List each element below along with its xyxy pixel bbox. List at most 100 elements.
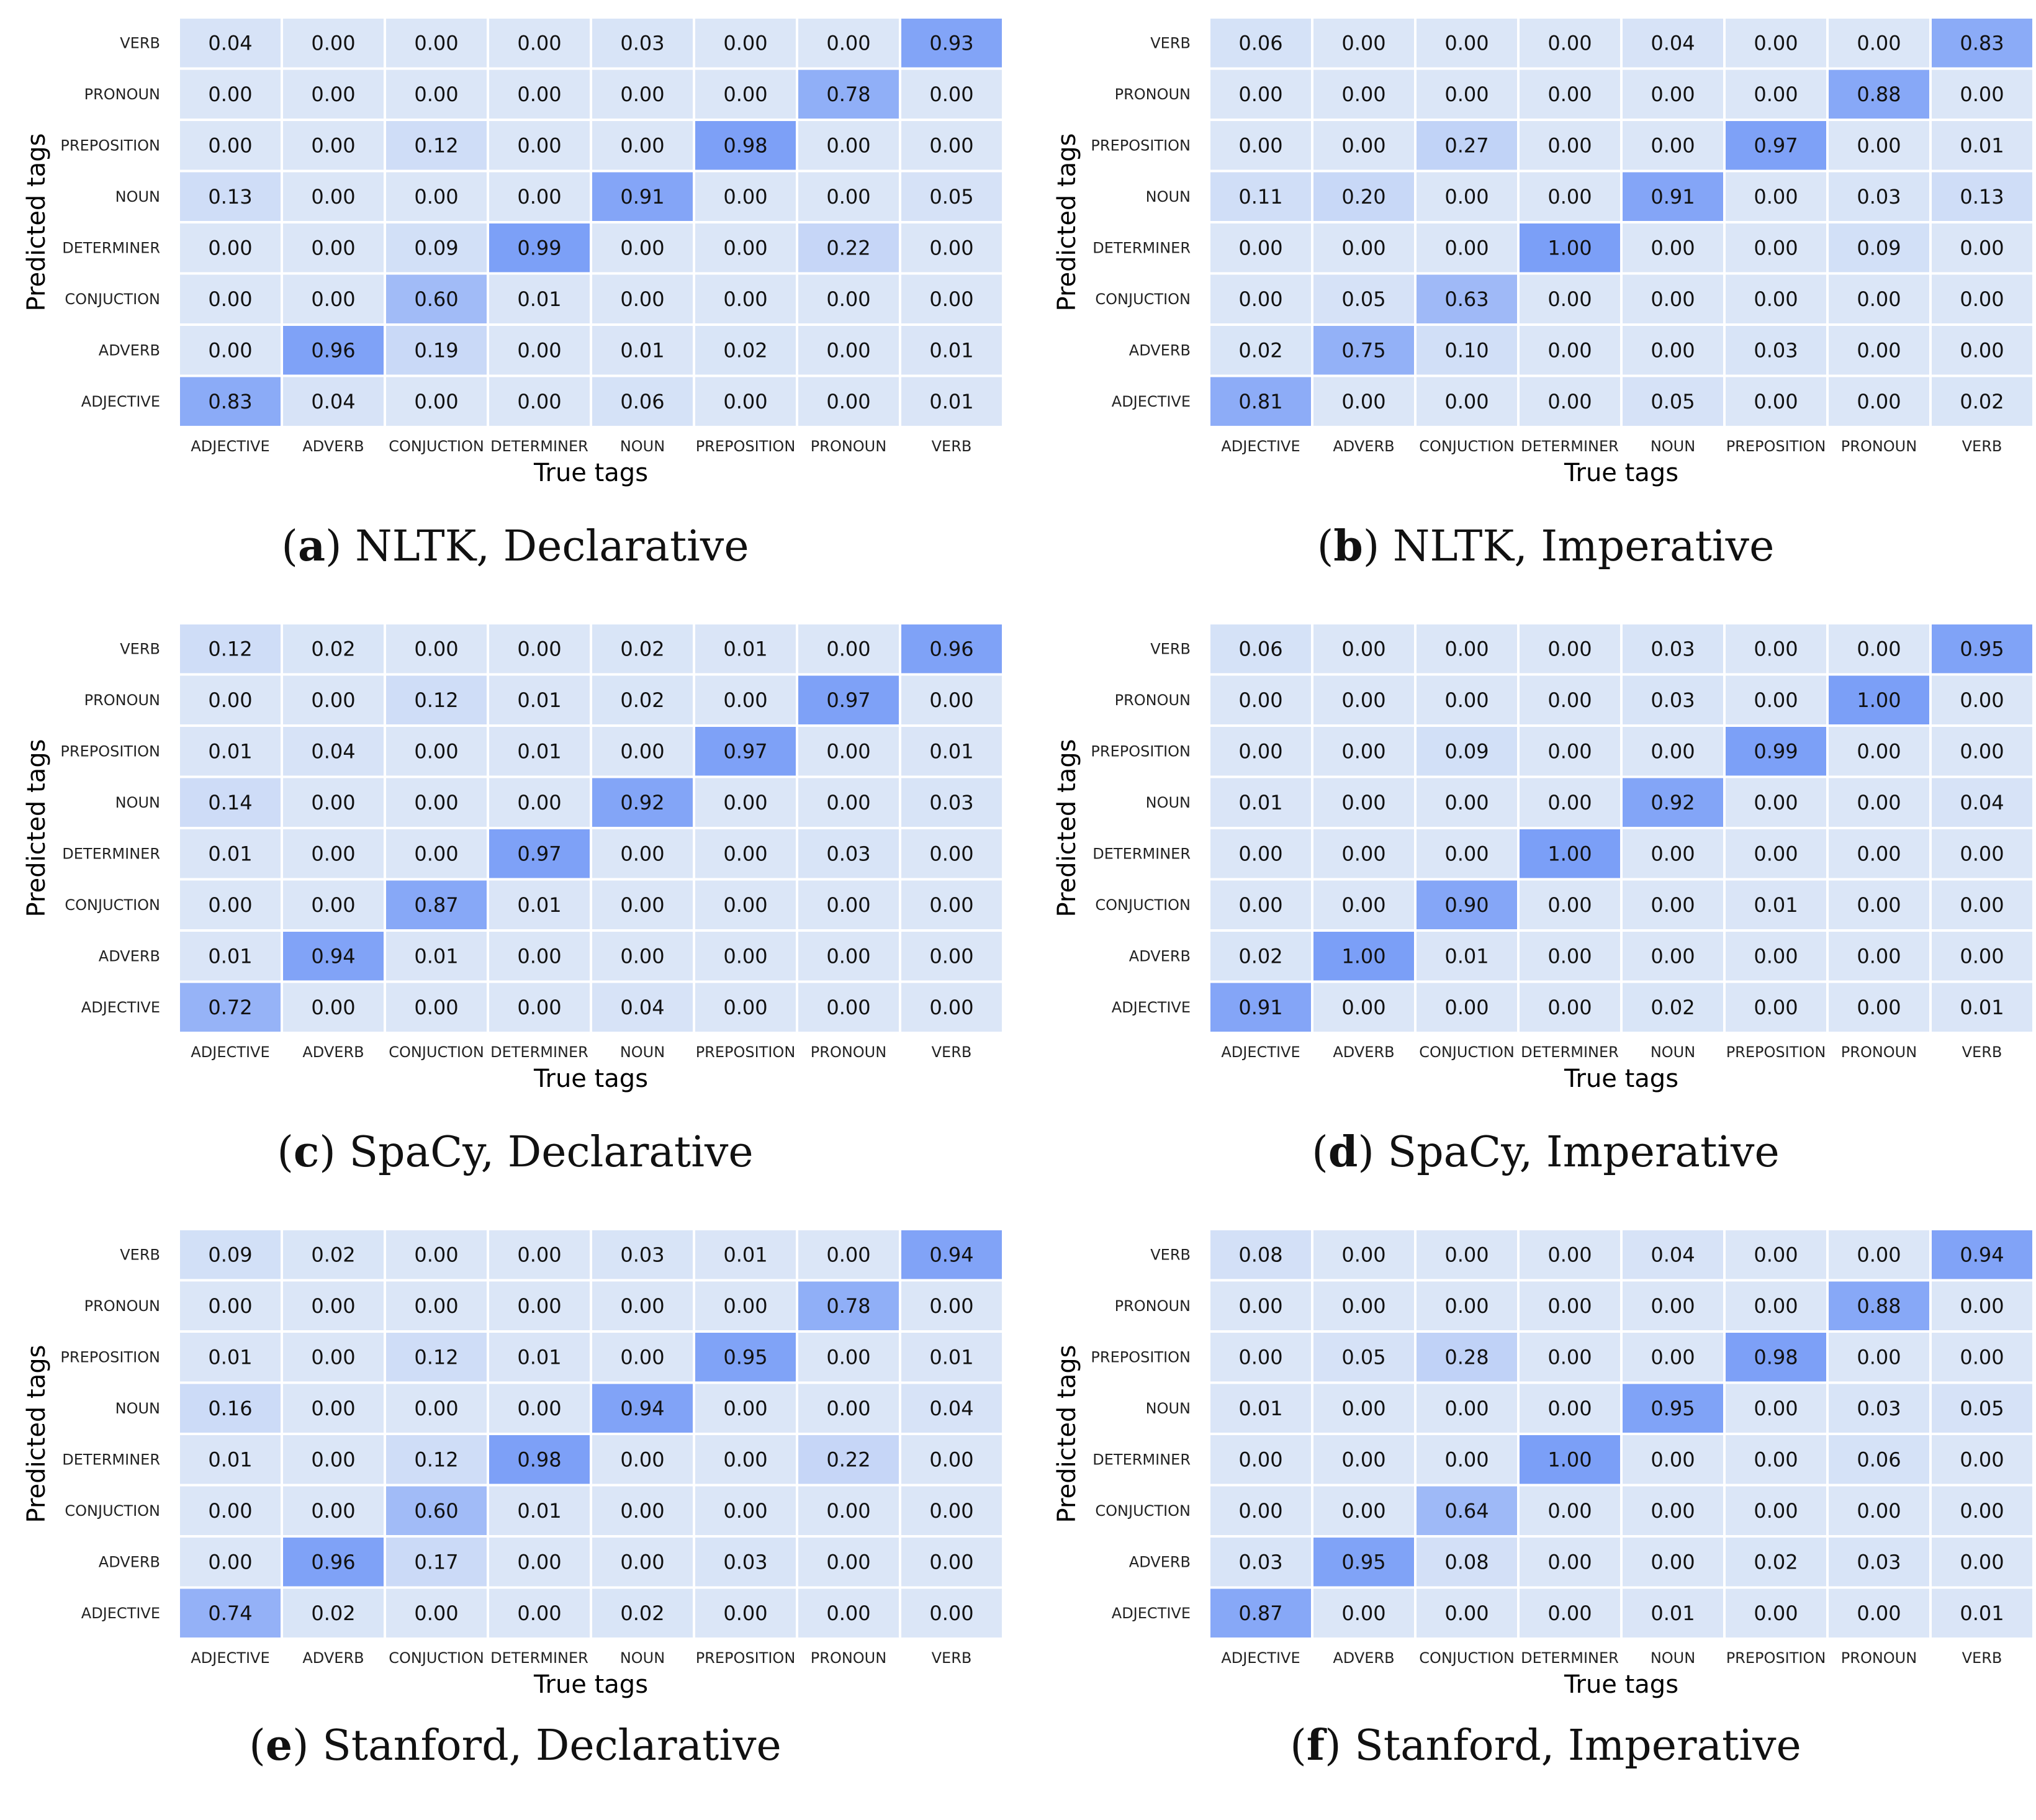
heatmap-cell-value: 0.00 [1444,637,1489,660]
heatmap-cell [283,121,384,170]
heatmap-cell [901,1486,1002,1535]
x-tick-label: CONJUCTION [1419,1649,1515,1667]
heatmap-cell [180,983,281,1032]
heatmap-cell [592,377,693,426]
heatmap-cell-value: 0.01 [517,893,561,917]
caption-paren-open: ( [1312,1128,1328,1177]
heatmap-cell [1417,1588,1517,1638]
heatmap-cell [1726,1538,1826,1587]
heatmap-cell [1313,223,1414,273]
heatmap-cell-value: 0.00 [1238,1499,1282,1523]
heatmap-cell [1520,675,1620,724]
heatmap-cell [1829,121,1929,170]
heatmap-cell [901,326,1002,375]
heatmap-cell-value: 0.00 [1651,338,1695,362]
heatmap-cell-value: 0.98 [723,133,767,157]
heatmap-cell-value: 0.00 [1341,31,1385,55]
heatmap-cell-value: 0.06 [1857,1448,1901,1471]
heatmap-cell-value: 0.00 [929,996,973,1019]
heatmap-cell-value: 0.02 [311,1602,355,1625]
heatmap-cell-value: 0.00 [1341,236,1385,259]
heatmap-cell [283,1230,384,1279]
heatmap-cell [592,624,693,673]
heatmap-cell [1520,172,1620,221]
heatmap-cell-value: 0.00 [1960,287,2004,311]
heatmap-cell [1520,778,1620,827]
heatmap-cell-value: 0.00 [1857,390,1901,413]
heatmap-cell-value: 0.63 [1444,287,1489,311]
x-tick-label: PRONOUN [1841,1043,1917,1061]
heatmap-cell-value: 0.02 [311,637,355,660]
heatmap-cell-value: 0.00 [1341,390,1385,413]
heatmap-cell-value: 0.12 [414,688,458,712]
heatmap-cell-value: 0.00 [929,236,973,259]
heatmap-cell [1210,1230,1311,1279]
heatmap-cell-value: 0.00 [208,1499,252,1523]
heatmap-cell [283,675,384,724]
heatmap-cell-value: 0.00 [208,83,252,106]
heatmap-cell-value: 0.00 [1857,1602,1901,1625]
heatmap-cell [1726,70,1826,119]
heatmap-cell-value: 0.03 [1754,338,1798,362]
panel-caption: (b) NLTK, Imperative [1030,521,2036,571]
heatmap-cell [1726,1333,1826,1382]
heatmap-cell [592,778,693,827]
heatmap-cell-value: 0.00 [311,893,355,917]
x-tick-label: NOUN [1651,438,1695,455]
heatmap-cell-value: 1.00 [1547,236,1592,259]
heatmap-cell-value: 0.00 [208,1550,252,1574]
heatmap-cell-value: 0.00 [1960,944,2004,968]
heatmap-cell-value: 0.78 [826,83,870,106]
heatmap-cell [180,1588,281,1638]
heatmap-cell [489,1588,590,1638]
heatmap-cell-value: 0.00 [826,31,870,55]
heatmap-cell [695,829,796,878]
x-tick-label: VERB [1962,438,2002,455]
heatmap-cell-value: 0.00 [1238,688,1282,712]
heatmap-cell [1520,1435,1620,1484]
panel-caption: (f) Stanford, Imperative [1030,1721,2036,1770]
heatmap-cell-value: 0.00 [311,236,355,259]
y-tick-label: ADJECTIVE [81,999,160,1016]
x-tick-label: PRONOUN [1841,438,1917,455]
y-tick-label: CONJUCTION [1095,1502,1191,1520]
heatmap-cell-value: 0.01 [517,1499,561,1523]
heatmap-cell [592,1588,693,1638]
heatmap-cell [1726,377,1826,426]
heatmap-cell [283,624,384,673]
heatmap-cell-value: 1.00 [1341,944,1385,968]
caption-paren-open: ( [1317,522,1334,571]
heatmap-cell [798,727,899,776]
heatmap-cell [798,121,899,170]
heatmap-cell-value: 0.00 [723,893,767,917]
heatmap-cell-value: 0.00 [929,1499,973,1523]
heatmap-cell [489,932,590,981]
y-tick-label: NOUN [115,188,160,205]
heatmap-cell [1313,377,1414,426]
heatmap-cell [489,377,590,426]
y-tick-label: ADJECTIVE [1112,393,1191,410]
heatmap-cell-value: 0.00 [517,185,561,209]
heatmap-cell-value: 0.00 [414,1397,458,1420]
heatmap-cell-value: 0.04 [311,390,355,413]
heatmap-cell-value: 0.83 [208,390,252,413]
heatmap-cell [1210,1435,1311,1484]
heatmap-cell-value: 0.00 [1547,791,1592,814]
x-tick-label: VERB [932,1649,972,1667]
heatmap-cell-value: 0.00 [723,185,767,209]
heatmap-cell [180,377,281,426]
heatmap-cell [386,778,487,827]
heatmap-cell-value: 0.00 [1651,739,1695,763]
heatmap-cell [798,223,899,273]
heatmap-cell [695,727,796,776]
heatmap-cell [386,223,487,273]
heatmap-cell [1520,932,1620,981]
heatmap-cell [695,624,796,673]
heatmap-cell [1313,624,1414,673]
heatmap-cell [1932,1333,2032,1382]
heatmap-cell-value: 0.02 [1651,996,1695,1019]
heatmap-cell-value: 0.00 [517,1294,561,1318]
heatmap-cell-value: 0.00 [208,287,252,311]
heatmap-cell-value: 0.02 [723,338,767,362]
heatmap-cell-value: 0.00 [826,390,870,413]
